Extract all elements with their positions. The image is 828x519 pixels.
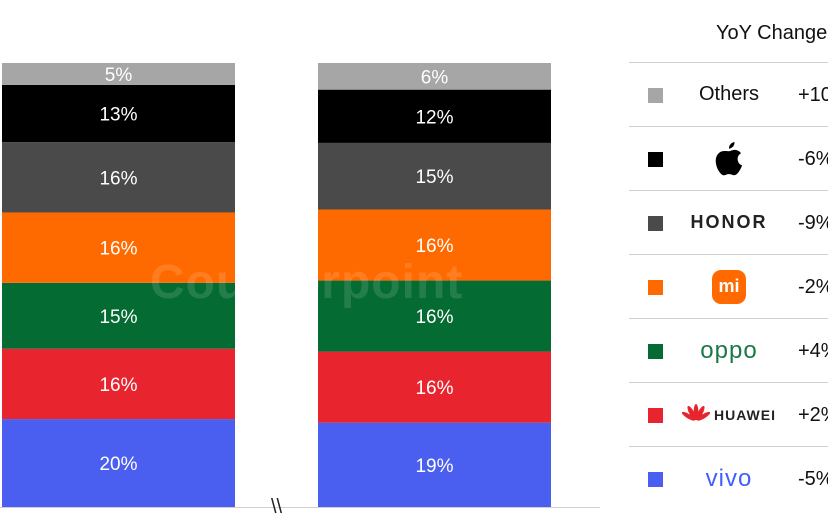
bar-2-label-mi: 16%: [415, 236, 453, 257]
legend-swatch-others: [648, 88, 663, 103]
brand-huawei: HUAWEI: [679, 383, 779, 446]
legend-table: Others +10 -6% HONOR -9% mi -2%: [629, 62, 828, 510]
brand-mi: mi: [679, 255, 779, 318]
vivo-logo: vivo: [705, 464, 753, 492]
bar-2-segment-others: [318, 63, 551, 90]
legend-row-huawei: HUAWEI +2%: [629, 383, 828, 447]
legend-swatch-oppo: [648, 344, 663, 359]
apple-logo-icon: [715, 141, 743, 175]
bar-1-segment-oppo: [2, 282, 235, 349]
xiaomi-logo-icon: mi: [712, 269, 746, 304]
bar-1-label-mi: 16%: [99, 239, 137, 260]
brand-label-others: Others: [698, 83, 760, 105]
axis-break-symbol: \\: [271, 496, 283, 518]
yoy-value-vivo: -5%: [798, 468, 828, 490]
bar-1-label-others: 5%: [105, 65, 133, 86]
bar-1-segment-vivo: [2, 419, 235, 507]
yoy-change-header: YoY Change: [716, 22, 828, 44]
bar-2-segment-mi: [318, 209, 551, 281]
yoy-value-oppo: +4%: [798, 340, 828, 362]
honor-logo: HONOR: [690, 212, 768, 232]
legend-swatch-honor: [648, 216, 663, 231]
huawei-petal-icon: [682, 403, 710, 421]
bar-1-segment-mi: [2, 212, 235, 283]
legend-row-honor: HONOR -9%: [629, 191, 828, 255]
legend-row-mi: mi -2%: [629, 255, 828, 319]
yoy-value-huawei: +2%: [798, 404, 828, 426]
brand-others: Others: [679, 63, 779, 126]
legend-swatch-huawei: [648, 408, 663, 423]
bar-2-label-huawei: 16%: [415, 378, 453, 399]
bar-1-segment-huawei: [2, 348, 235, 420]
legend-swatch-apple: [648, 152, 663, 167]
bar-1-label-huawei: 16%: [99, 375, 137, 396]
oppo-logo: oppo: [700, 336, 758, 364]
legend-swatch-mi: [648, 280, 663, 295]
bar-1-label-honor: 16%: [99, 168, 137, 189]
yoy-value-honor: -9%: [798, 212, 828, 234]
legend-row-oppo: oppo +4%: [629, 319, 828, 383]
brand-honor: HONOR: [679, 191, 779, 254]
yoy-value-mi: -2%: [798, 276, 828, 298]
brand-oppo: oppo: [679, 319, 779, 382]
brand-vivo: vivo: [679, 447, 779, 510]
bar-1-label-apple: 13%: [99, 105, 137, 126]
bar-2-segment-vivo: [318, 422, 551, 507]
bar-2-label-vivo: 19%: [415, 456, 453, 477]
bar-1-segment-apple: [2, 84, 235, 143]
bar-2-label-others: 6%: [421, 67, 449, 88]
legend-row-vivo: vivo -5%: [629, 447, 828, 510]
bar-2-label-honor: 15%: [415, 167, 453, 188]
xiaomi-logo-text: mi: [718, 276, 740, 296]
huawei-logo-text: HUAWEI: [714, 406, 776, 423]
bar-2-label-oppo: 16%: [415, 307, 453, 328]
bar-2-segment-oppo: [318, 280, 551, 352]
bar-2-segment-honor: [318, 142, 551, 210]
bar-2-label-apple: 12%: [415, 107, 453, 128]
bar-2-segment-apple: [318, 89, 551, 143]
bar-1-segment-honor: [2, 142, 235, 213]
legend-row-others: Others +10: [629, 62, 828, 127]
bar-1-segment-others: [2, 63, 235, 85]
watermark: Counterpoint: [150, 256, 464, 309]
bar-1-label-vivo: 20%: [99, 454, 137, 475]
bar-1-label-oppo: 15%: [99, 307, 137, 328]
brand-apple: [679, 127, 779, 190]
legend-row-apple: -6%: [629, 127, 828, 191]
legend-swatch-vivo: [648, 472, 663, 487]
yoy-value-apple: -6%: [798, 148, 828, 170]
yoy-value-others: +10: [798, 84, 828, 106]
bar-2-segment-huawei: [318, 351, 551, 423]
